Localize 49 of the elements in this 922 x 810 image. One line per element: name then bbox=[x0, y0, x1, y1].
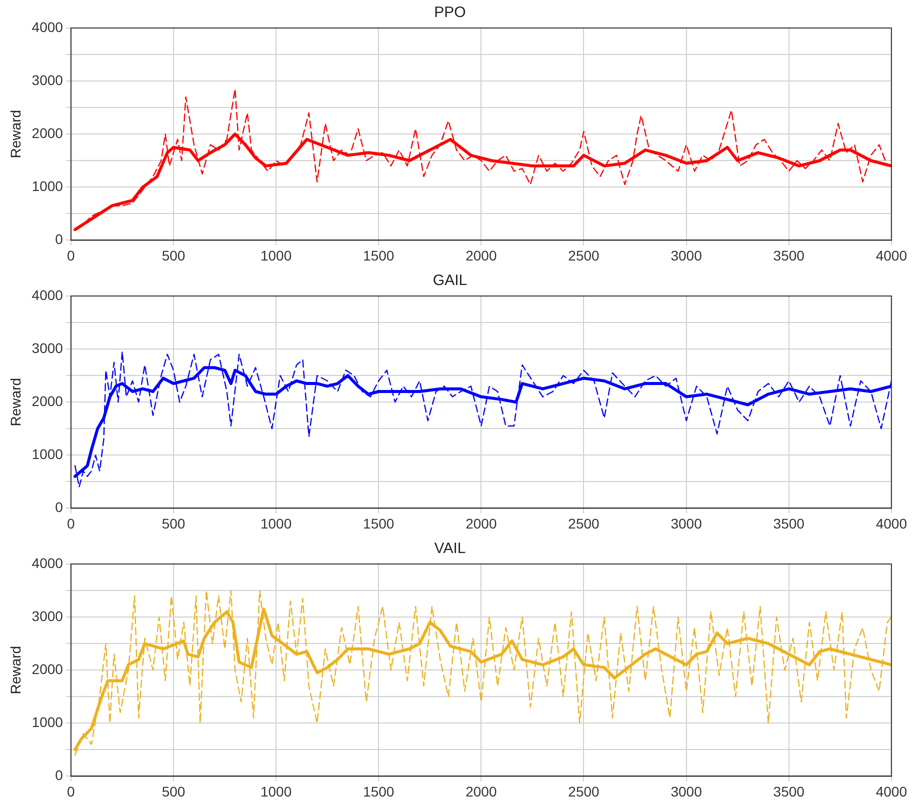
x-tick-label: 500 bbox=[162, 247, 186, 264]
y-axis-title: Reward bbox=[7, 378, 24, 426]
chart-title: VAIL bbox=[434, 540, 466, 558]
x-tick-label: 2500 bbox=[568, 783, 600, 800]
y-axis-title: Reward bbox=[7, 110, 24, 158]
x-tick-label: 0 bbox=[67, 247, 76, 264]
x-tick-label: 4000 bbox=[876, 515, 908, 532]
y-tick-label: 1000 bbox=[32, 178, 64, 194]
chart-title: PPO bbox=[434, 4, 466, 22]
x-tick-label: 1500 bbox=[363, 515, 394, 532]
y-tick-label: 3000 bbox=[32, 340, 64, 356]
y-tick-label: 2000 bbox=[32, 392, 64, 409]
x-tick-label: 4000 bbox=[876, 783, 908, 800]
x-tick-label: 3000 bbox=[670, 247, 702, 264]
y-tick-label: 4000 bbox=[32, 18, 64, 35]
x-tick-label: 3000 bbox=[670, 515, 702, 532]
y-tick-label: 0 bbox=[55, 231, 64, 248]
x-tick-label: 0 bbox=[67, 515, 76, 532]
x-tick-label: 1000 bbox=[260, 247, 292, 264]
x-tick-label: 500 bbox=[162, 515, 186, 532]
y-tick-label: 0 bbox=[55, 499, 64, 516]
x-tick-label: 3500 bbox=[773, 515, 805, 532]
y-tick-label: 2000 bbox=[32, 124, 64, 141]
x-tick-label: 500 bbox=[162, 783, 186, 800]
x-tick-label: 2000 bbox=[466, 247, 497, 264]
x-tick-label: 3000 bbox=[670, 783, 702, 800]
x-tick-label: 1500 bbox=[363, 247, 394, 264]
x-tick-label: 2500 bbox=[568, 247, 600, 264]
y-tick-label: 4000 bbox=[32, 286, 64, 303]
x-tick-label: 3500 bbox=[773, 247, 805, 264]
x-tick-label: 1000 bbox=[260, 783, 292, 800]
x-tick-label: 1000 bbox=[260, 515, 292, 532]
x-tick-label: 2000 bbox=[466, 783, 497, 800]
y-tick-label: 1000 bbox=[32, 714, 64, 730]
x-tick-label: 1500 bbox=[363, 783, 394, 800]
x-tick-label: 2000 bbox=[466, 515, 497, 532]
y-tick-label: 4000 bbox=[32, 554, 64, 571]
y-tick-label: 3000 bbox=[32, 608, 64, 624]
y-tick-label: 3000 bbox=[32, 72, 64, 88]
y-tick-label: 0 bbox=[55, 767, 64, 784]
y-tick-label: 2000 bbox=[32, 660, 64, 677]
x-tick-label: 3500 bbox=[773, 783, 805, 800]
x-tick-label: 2500 bbox=[568, 515, 600, 532]
x-tick-label: 4000 bbox=[876, 247, 908, 264]
x-tick-label: 0 bbox=[67, 783, 76, 800]
y-axis-title: Reward bbox=[7, 646, 24, 694]
y-tick-label: 1000 bbox=[32, 446, 64, 462]
chart-title: GAIL bbox=[432, 272, 468, 290]
line-series bbox=[74, 351, 892, 488]
